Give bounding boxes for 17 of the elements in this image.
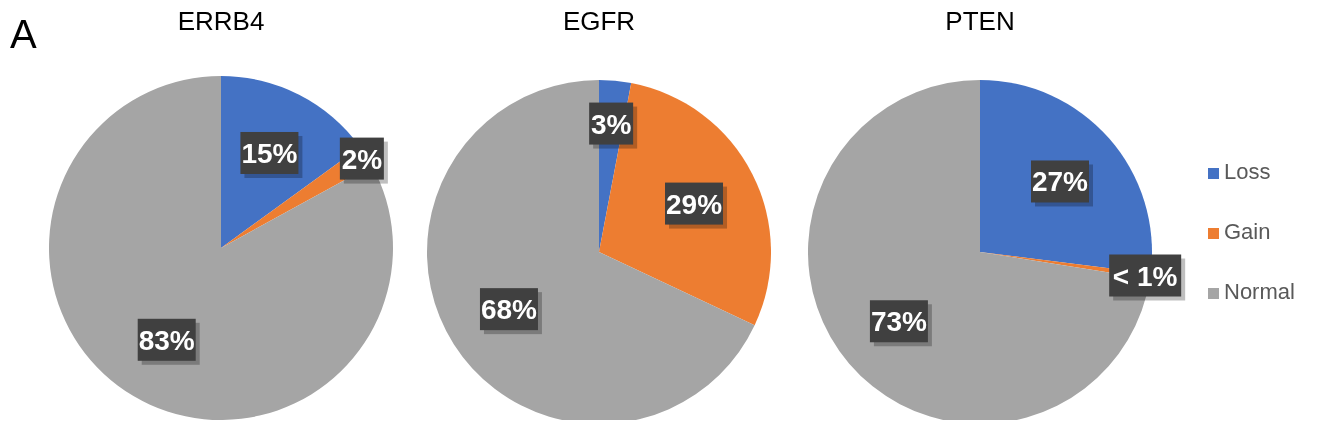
chart-title: EGFR	[562, 6, 636, 36]
data-label: 29%	[665, 188, 723, 220]
data-label: 3%	[590, 108, 632, 140]
legend-label: Loss	[1224, 159, 1271, 184]
data-label: 2%	[341, 143, 383, 175]
chart-title: ERRB4	[177, 6, 265, 36]
legend-label: Normal	[1224, 279, 1295, 304]
data-label: < 1%	[1112, 260, 1178, 292]
data-label: 83%	[138, 324, 195, 356]
data-label: 73%	[870, 306, 928, 338]
data-label: 15%	[241, 137, 298, 169]
data-label: 27%	[1031, 166, 1089, 198]
data-label: 68%	[480, 294, 538, 326]
legend-label: Gain	[1224, 219, 1271, 244]
text: A	[10, 12, 37, 56]
pie-slice	[49, 76, 393, 420]
chart-title: PTEN	[945, 6, 1015, 36]
